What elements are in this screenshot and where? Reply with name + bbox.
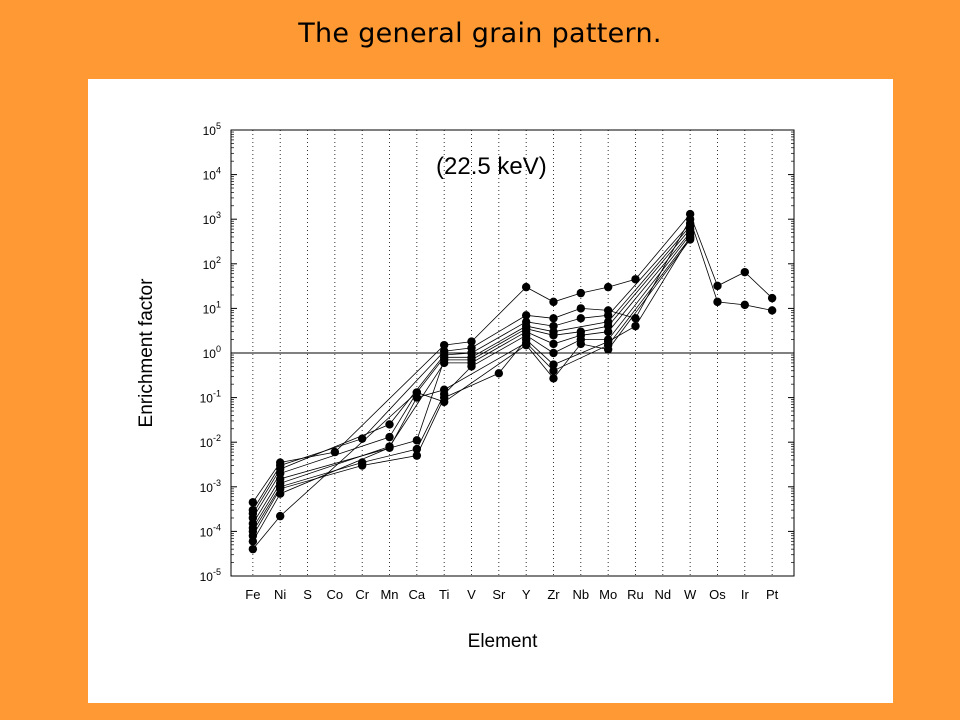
data-point-zr	[549, 374, 558, 383]
data-point-ru	[631, 314, 640, 323]
series-lines	[252, 213, 773, 550]
slide-title: The general grain pattern.	[298, 18, 662, 49]
data-point-os	[713, 297, 722, 307]
series-line-2	[252, 218, 773, 511]
y-tick-label: 101	[203, 299, 221, 316]
x-tick-label-s: S	[303, 587, 312, 602]
data-point-y	[521, 311, 531, 320]
y-tick-label: 10-5	[200, 567, 221, 584]
series-line-1	[252, 213, 773, 503]
data-point-ti	[439, 397, 449, 407]
data-point-nb	[576, 288, 586, 298]
data-point-zr	[549, 339, 558, 349]
y-tick-label: 10-1	[200, 389, 221, 406]
data-point-co	[330, 447, 340, 457]
data-point-ti	[439, 358, 449, 368]
data-point-ni	[275, 489, 285, 498]
energy-annotation: (22.5 keV)	[436, 153, 547, 180]
data-point-y	[521, 282, 531, 292]
data-point-ca	[412, 436, 422, 445]
x-tick-label-nb: Nb	[573, 587, 590, 602]
y-axis-label: Enrichment factor	[136, 278, 157, 428]
series-line-5	[252, 228, 691, 524]
x-tick-label-pt: Pt	[766, 587, 779, 602]
data-point-fe	[248, 537, 258, 546]
x-tick-label-ru: Ru	[627, 587, 644, 602]
data-point-zr	[549, 314, 558, 323]
chart: 10-5 10-4 10-3 10-2 10-1 100 101 102 103 104 105 F…	[136, 121, 795, 652]
x-axis-label: Element	[468, 631, 538, 652]
data-point-w	[685, 235, 695, 244]
data-point-zr	[549, 297, 558, 307]
data-point-ca	[412, 451, 422, 460]
data-point-nb	[576, 314, 586, 323]
y-tick-label: 103	[203, 210, 221, 227]
x-tick-label-os: Os	[709, 587, 726, 602]
y-tick-label: 10-2	[200, 433, 221, 450]
data-point-y	[521, 340, 531, 350]
x-tick-label-v: V	[467, 587, 476, 602]
data-point-mn	[385, 443, 394, 452]
y-tick-label: 105	[203, 121, 221, 138]
x-tick-label-ca: Ca	[409, 587, 426, 602]
data-point-nb	[576, 304, 586, 313]
x-tick-label-w: W	[684, 587, 697, 602]
series-line-3	[252, 223, 691, 514]
data-point-sr	[494, 369, 504, 378]
data-point-os	[713, 281, 722, 291]
data-point-zr	[549, 348, 558, 358]
data-point-ir	[740, 267, 750, 277]
data-point-pt	[767, 293, 777, 303]
data-point-ca	[412, 444, 422, 454]
y-tick-label: 100	[203, 344, 221, 361]
x-tick-label-ti: Ti	[439, 587, 449, 602]
data-point-mo	[603, 345, 613, 354]
data-point-cr	[357, 461, 367, 470]
data-point-zr	[549, 331, 558, 340]
data-point-ti	[439, 385, 449, 394]
y-tick-labels: 10-5 10-4 10-3 10-2 10-1 100 101 102 103 104 105	[200, 121, 794, 584]
data-point-fe	[248, 544, 258, 554]
data-point-mo	[603, 327, 613, 336]
data-point-ni	[275, 511, 285, 521]
x-tick-label-ir: Ir	[741, 587, 750, 602]
data-point-mn	[385, 432, 394, 442]
series-line-6	[252, 232, 691, 529]
x-tick-label-y: Y	[522, 587, 531, 602]
y-tick-label: 102	[203, 255, 221, 272]
data-point-ru	[631, 275, 640, 284]
data-point-nb	[576, 339, 586, 349]
x-tick-label-mo: Mo	[599, 587, 617, 602]
data-point-zr	[549, 360, 558, 369]
x-tick-label-sr: Sr	[492, 587, 506, 602]
x-tick-label-co: Co	[327, 587, 344, 602]
data-point-mo	[603, 311, 613, 320]
data-point-ru	[631, 321, 640, 331]
y-tick-label: 10-4	[200, 522, 221, 539]
x-tick-labels: Fe Ni S Co Cr Mn Ca Ti V Sr Y Zr Nb Mo Ru Nd W Os Ir Pt	[245, 587, 778, 602]
data-point-v	[467, 337, 476, 346]
y-tick-label: 10-3	[200, 478, 221, 495]
data-point-pt	[767, 306, 777, 315]
data-point-mo	[603, 282, 613, 292]
data-point-v	[467, 362, 476, 371]
x-tick-label-zr: Zr	[547, 587, 560, 602]
data-point-zr	[549, 366, 558, 375]
x-tick-label-cr: Cr	[355, 587, 369, 602]
x-tick-label-fe: Fe	[245, 587, 260, 602]
x-tick-label-ni: Ni	[274, 587, 286, 602]
data-point-ca	[412, 388, 422, 397]
data-point-fe	[248, 498, 258, 507]
x-tick-label-nd: Nd	[655, 587, 672, 602]
chart-panel: 10-5 10-4 10-3 10-2 10-1 100 101 102 103 104 105 F…	[88, 79, 893, 703]
data-point-ir	[740, 300, 750, 310]
series-line-9	[252, 237, 691, 542]
y-tick-label: 104	[203, 166, 221, 183]
data-point-cr	[357, 434, 367, 443]
data-points	[248, 209, 777, 554]
x-tick-label-mn: Mn	[380, 587, 398, 602]
data-point-ti	[439, 340, 449, 350]
data-point-mn	[385, 420, 394, 429]
